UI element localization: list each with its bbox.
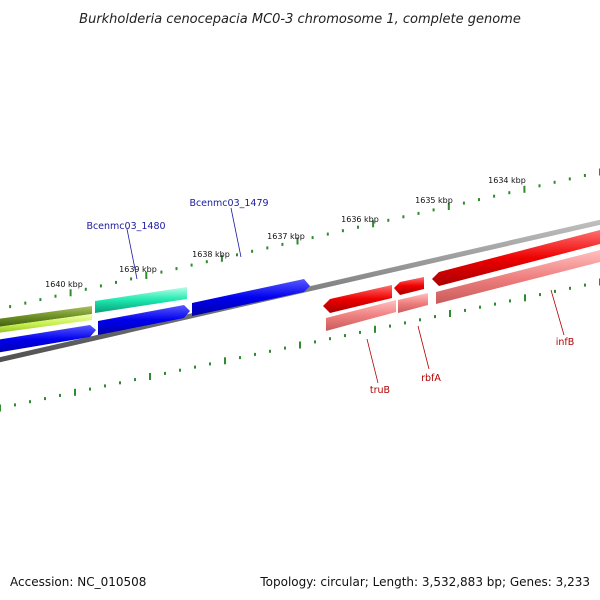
- feature-olive-strip: [0, 306, 92, 327]
- feature-blue-middle: [98, 305, 190, 335]
- gene-label-bcenmc03-1479: Bcenmc03_1479: [189, 198, 268, 209]
- kbp-label-1640: 1640 kbp: [45, 280, 83, 289]
- feature-pink-infb: [436, 250, 600, 304]
- leader-line-1479: [230, 207, 242, 258]
- kbp-label-1636: 1636 kbp: [341, 215, 379, 224]
- gene-label-trub: truB: [370, 385, 390, 396]
- gene-infb[interactable]: [432, 230, 600, 286]
- leader-line-infb: [550, 289, 565, 336]
- feature-pink-rbfa: [398, 293, 428, 313]
- feature-pink-trub: [326, 300, 396, 331]
- map-title: Burkholderia cenocepacia MC0-3 chromosom…: [79, 12, 521, 27]
- accession-text: Accession: NC_010508: [10, 575, 146, 589]
- gene-label-infb: infB: [556, 337, 575, 348]
- gene-bcenmc03-1480[interactable]: [95, 287, 187, 313]
- ruler-labels: 1640 kbp 1639 kbp 1638 kbp 1637 kbp 1636…: [45, 176, 526, 289]
- leader-line-rbfa: [417, 325, 430, 370]
- gene-label-bcenmc03-1480: Bcenmc03_1480: [86, 221, 165, 232]
- kbp-label-1634: 1634 kbp: [488, 176, 526, 185]
- kbp-label-1638: 1638 kbp: [192, 250, 230, 259]
- feature-blue-left: [0, 325, 96, 353]
- gene-rbfa[interactable]: [394, 277, 424, 295]
- kbp-label-1639: 1639 kbp: [119, 265, 157, 274]
- kbp-label-1637: 1637 kbp: [267, 232, 305, 241]
- feature-lime-strip: [0, 314, 92, 333]
- kbp-label-1635: 1635 kbp: [415, 196, 453, 205]
- outer-ruler: [9, 168, 600, 309]
- gene-label-rbfa: rbfA: [421, 373, 441, 384]
- leader-line-1480: [126, 228, 138, 280]
- genome-summary-text: Topology: circular; Length: 3,532,883 bp…: [259, 575, 590, 589]
- inner-ruler: [0, 278, 600, 412]
- leader-line-trub: [366, 338, 379, 384]
- gene-bcenmc03-1479[interactable]: [192, 279, 310, 316]
- gene-trub[interactable]: [323, 285, 392, 313]
